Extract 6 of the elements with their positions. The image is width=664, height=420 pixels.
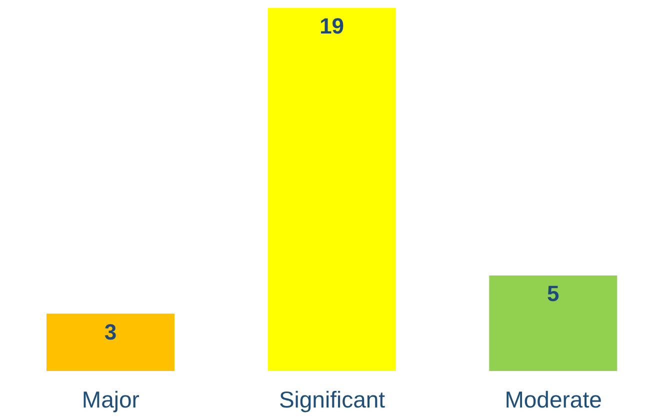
x-tick-label: Moderate <box>504 386 602 412</box>
x-tick-label: Significant <box>278 386 386 412</box>
data-label: 3 <box>104 319 117 344</box>
data-label: 19 <box>320 14 344 39</box>
data-label: 5 <box>547 281 560 306</box>
x-tick-label: Major <box>82 386 140 412</box>
